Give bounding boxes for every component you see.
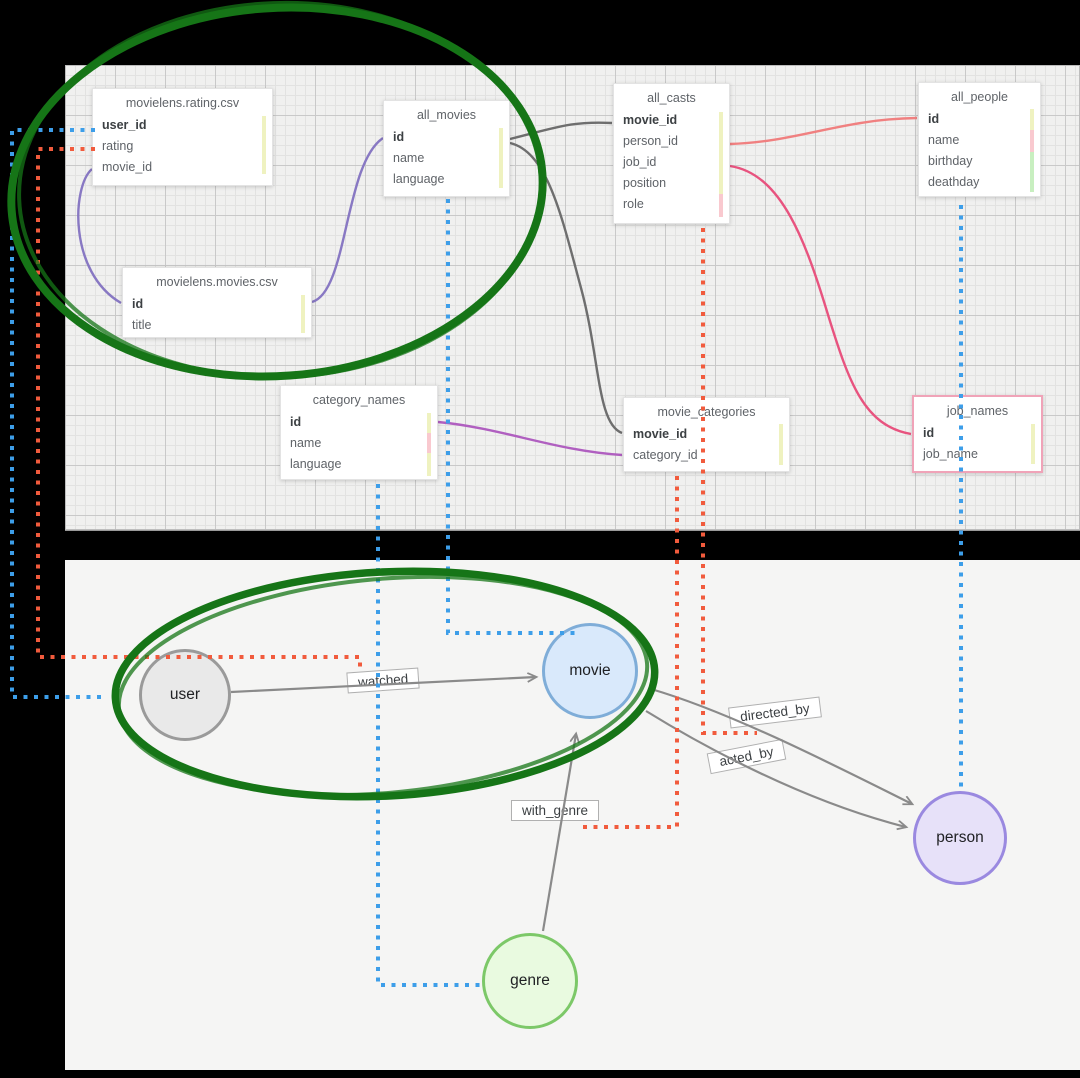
table-title: all_casts — [647, 91, 696, 105]
table-field: birthday — [928, 154, 973, 168]
table-field: language — [393, 172, 445, 186]
node-genre-label: genre — [510, 972, 550, 989]
node-person[interactable]: person — [913, 791, 1007, 885]
node-movie-label: movie — [569, 662, 611, 679]
node-user-label: user — [169, 686, 201, 703]
table-field: person_id — [623, 134, 678, 148]
table-field: title — [132, 318, 152, 332]
table-field: rating — [102, 139, 134, 153]
table-title: movielens.movies.csv — [156, 275, 278, 289]
table-field: id — [928, 112, 940, 126]
table-field: id — [923, 426, 935, 440]
table-field: movie_id — [633, 427, 688, 441]
field-status-strip — [779, 424, 783, 465]
node-user[interactable]: user — [139, 649, 231, 741]
table-title: job_names — [946, 404, 1009, 418]
edge-label-with-genre[interactable]: with_genre — [511, 800, 600, 821]
node-genre[interactable]: genre — [482, 933, 578, 1029]
table-title: movielens.rating.csv — [125, 96, 240, 110]
table-movielens-movies-csv[interactable]: movielens.movies.csv id title — [122, 267, 312, 338]
field-status-strip — [427, 413, 431, 476]
node-movie[interactable]: movie — [542, 623, 638, 719]
field-status-strip — [719, 112, 723, 217]
table-field: user_id — [102, 118, 147, 132]
table-title: all_movies — [416, 108, 477, 122]
table-title: category_names — [312, 393, 406, 407]
field-status-strip — [1031, 424, 1035, 464]
table-all-casts[interactable]: all_casts movie_id person_id job_id posi… — [613, 83, 730, 224]
table-all-people[interactable]: all_people id name birthday deathday — [918, 82, 1041, 197]
table-title: movie_categories — [657, 405, 756, 419]
field-status-strip — [499, 128, 503, 188]
table-field: movie_id — [102, 160, 153, 174]
field-status-strip — [1030, 109, 1034, 192]
table-job-names[interactable]: job_names id job_name — [912, 395, 1043, 473]
table-field: language — [290, 457, 342, 471]
table-field: id — [290, 415, 302, 429]
table-field: name — [928, 133, 960, 147]
table-field: job_id — [623, 155, 657, 169]
table-field: movie_id — [623, 113, 678, 127]
table-field: position — [623, 176, 667, 190]
table-movielens-rating-csv[interactable]: movielens.rating.csv user_id rating movi… — [92, 88, 273, 186]
table-movie-categories[interactable]: movie_categories movie_id category_id — [623, 397, 790, 472]
field-status-strip — [301, 295, 305, 333]
table-category-names[interactable]: category_names id name language — [280, 385, 438, 480]
table-field: role — [623, 197, 644, 211]
table-field: job_name — [923, 447, 978, 461]
table-field: deathday — [928, 175, 980, 189]
table-title: all_people — [951, 90, 1008, 104]
table-field: name — [290, 436, 322, 450]
field-status-strip — [262, 116, 266, 174]
table-all-movies[interactable]: all_movies id name language — [383, 100, 510, 197]
node-person-label: person — [936, 829, 984, 846]
table-field: name — [393, 151, 425, 165]
table-field: category_id — [633, 448, 698, 462]
table-field: id — [393, 130, 405, 144]
table-field: id — [132, 297, 144, 311]
